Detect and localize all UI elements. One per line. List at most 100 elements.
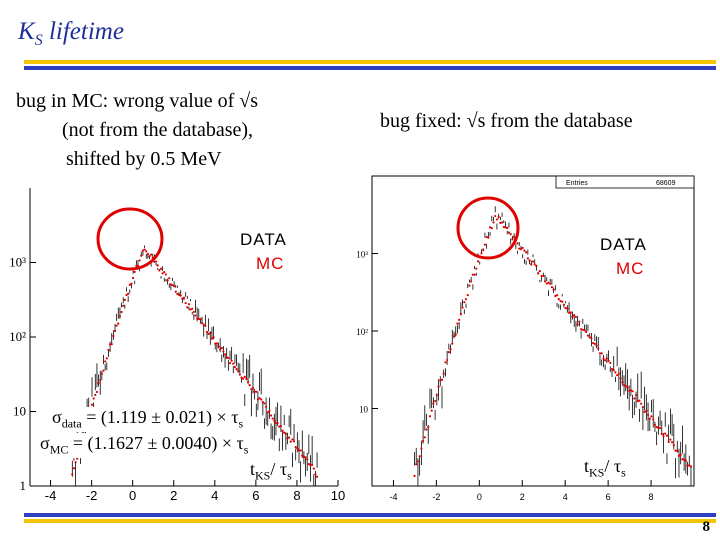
left-mc-point (286, 437, 289, 440)
left-mc-point (232, 362, 235, 365)
right-mc-point (499, 221, 502, 224)
left-mc-point (291, 438, 294, 441)
right-mc-point (466, 294, 469, 297)
left-mc-point (274, 422, 278, 425)
left-mc-point (189, 308, 192, 311)
right-mc-point (650, 415, 653, 418)
left-mc-point (146, 252, 149, 256)
right-mc-point (528, 259, 531, 262)
left-mc-point (117, 322, 120, 325)
left-mc-point (301, 454, 304, 457)
right-mc-point (540, 274, 543, 278)
right-mc-point (437, 385, 440, 388)
right-mc-point (686, 464, 689, 467)
right-mc-point (490, 227, 493, 230)
left-mc-point (133, 270, 136, 274)
left-y-tick-label: 10³ (9, 255, 26, 270)
right-mc-point (483, 243, 487, 246)
right-x-tick-label: -2 (432, 492, 440, 502)
right-mc-point (657, 426, 660, 429)
right-mc-point (641, 406, 645, 409)
left-mc-point (219, 348, 222, 351)
left-mc-point (135, 264, 138, 267)
left-mc-point (245, 377, 248, 381)
right-mc-point (640, 402, 643, 405)
left-legend-data: DATA (240, 230, 287, 249)
left-mc-point (268, 409, 271, 413)
right-mc-point (622, 383, 626, 387)
right-mc-point (463, 301, 466, 304)
left-mc-point (281, 429, 284, 432)
left-mc-point (283, 431, 286, 434)
right-mc-point (447, 351, 450, 354)
left-mc-point (228, 362, 232, 365)
left-mc-point (164, 273, 168, 276)
right-mc-point (511, 238, 514, 241)
left-mc-point (238, 373, 241, 376)
left-mc-point (242, 377, 245, 380)
footer-bar-yellow (24, 519, 716, 523)
left-mc-point (173, 285, 176, 288)
left-x-tick-label: -2 (86, 488, 98, 503)
right-mc-point (535, 264, 538, 268)
right-mc-point (482, 248, 485, 251)
left-mc-point (138, 259, 141, 262)
left-mc-point (97, 381, 100, 385)
right-plot: Entries 68609 -4 -2 0 2 4 6 8 10 10² 10³ (356, 175, 695, 502)
right-mc-point (555, 294, 559, 297)
right-mc-point (452, 334, 456, 338)
right-mc-point (502, 225, 505, 229)
left-mc-point (315, 475, 319, 478)
right-x-label: tKS/ τs (584, 456, 626, 480)
left-mc-point (163, 270, 166, 274)
left-x-tick-label: 10 (331, 488, 345, 503)
left-y-tick-label: 10² (9, 329, 26, 344)
left-mc-point (105, 357, 108, 360)
left-mc-point (177, 293, 181, 296)
left-mc-point (240, 376, 243, 379)
left-mc-point (243, 375, 246, 378)
left-mc-point (123, 298, 126, 301)
left-mc-point (148, 255, 151, 258)
right-y-tick-label: 10² (356, 327, 368, 337)
left-mc-point (108, 343, 112, 346)
right-mc-point (590, 337, 593, 340)
right-mc-point (571, 315, 574, 318)
right-mc-point (616, 374, 619, 377)
right-mc-point (614, 371, 617, 374)
left-mc-point (94, 393, 97, 397)
right-mc-point (518, 247, 521, 250)
left-mc-point (120, 310, 123, 314)
right-mc-point (600, 352, 603, 355)
left-x-tick-label: 8 (293, 488, 300, 503)
left-mc-point (122, 304, 125, 307)
left-mc-point (154, 260, 158, 263)
right-mc-point (676, 449, 679, 453)
left-mc-point (237, 370, 240, 373)
right-mc-point (578, 320, 581, 323)
left-mc-point (72, 467, 76, 470)
left-mc-point (284, 432, 287, 435)
left-mc-point (112, 334, 115, 338)
right-mc-point (683, 458, 686, 461)
left-mc-point (174, 290, 177, 293)
right-mc-point (537, 272, 540, 275)
left-mc-point (159, 267, 163, 270)
right-mc-point (667, 440, 670, 443)
left-mc-point (187, 303, 191, 306)
right-mc-point (621, 381, 624, 384)
left-mc-point (312, 467, 315, 470)
right-mc-point (633, 397, 636, 400)
right-x-tick-label: 0 (477, 492, 482, 502)
right-mc-point (550, 285, 553, 289)
header-bar-yellow (24, 60, 716, 64)
right-mc-point (598, 352, 602, 355)
right-mc-point (530, 263, 533, 266)
left-mc-point (248, 384, 251, 387)
right-legend-mc: MC (616, 259, 645, 278)
left-mc-point (289, 440, 292, 443)
right-mc-point (538, 269, 541, 273)
left-mc-point (141, 249, 145, 252)
left-mc-point (209, 331, 212, 335)
